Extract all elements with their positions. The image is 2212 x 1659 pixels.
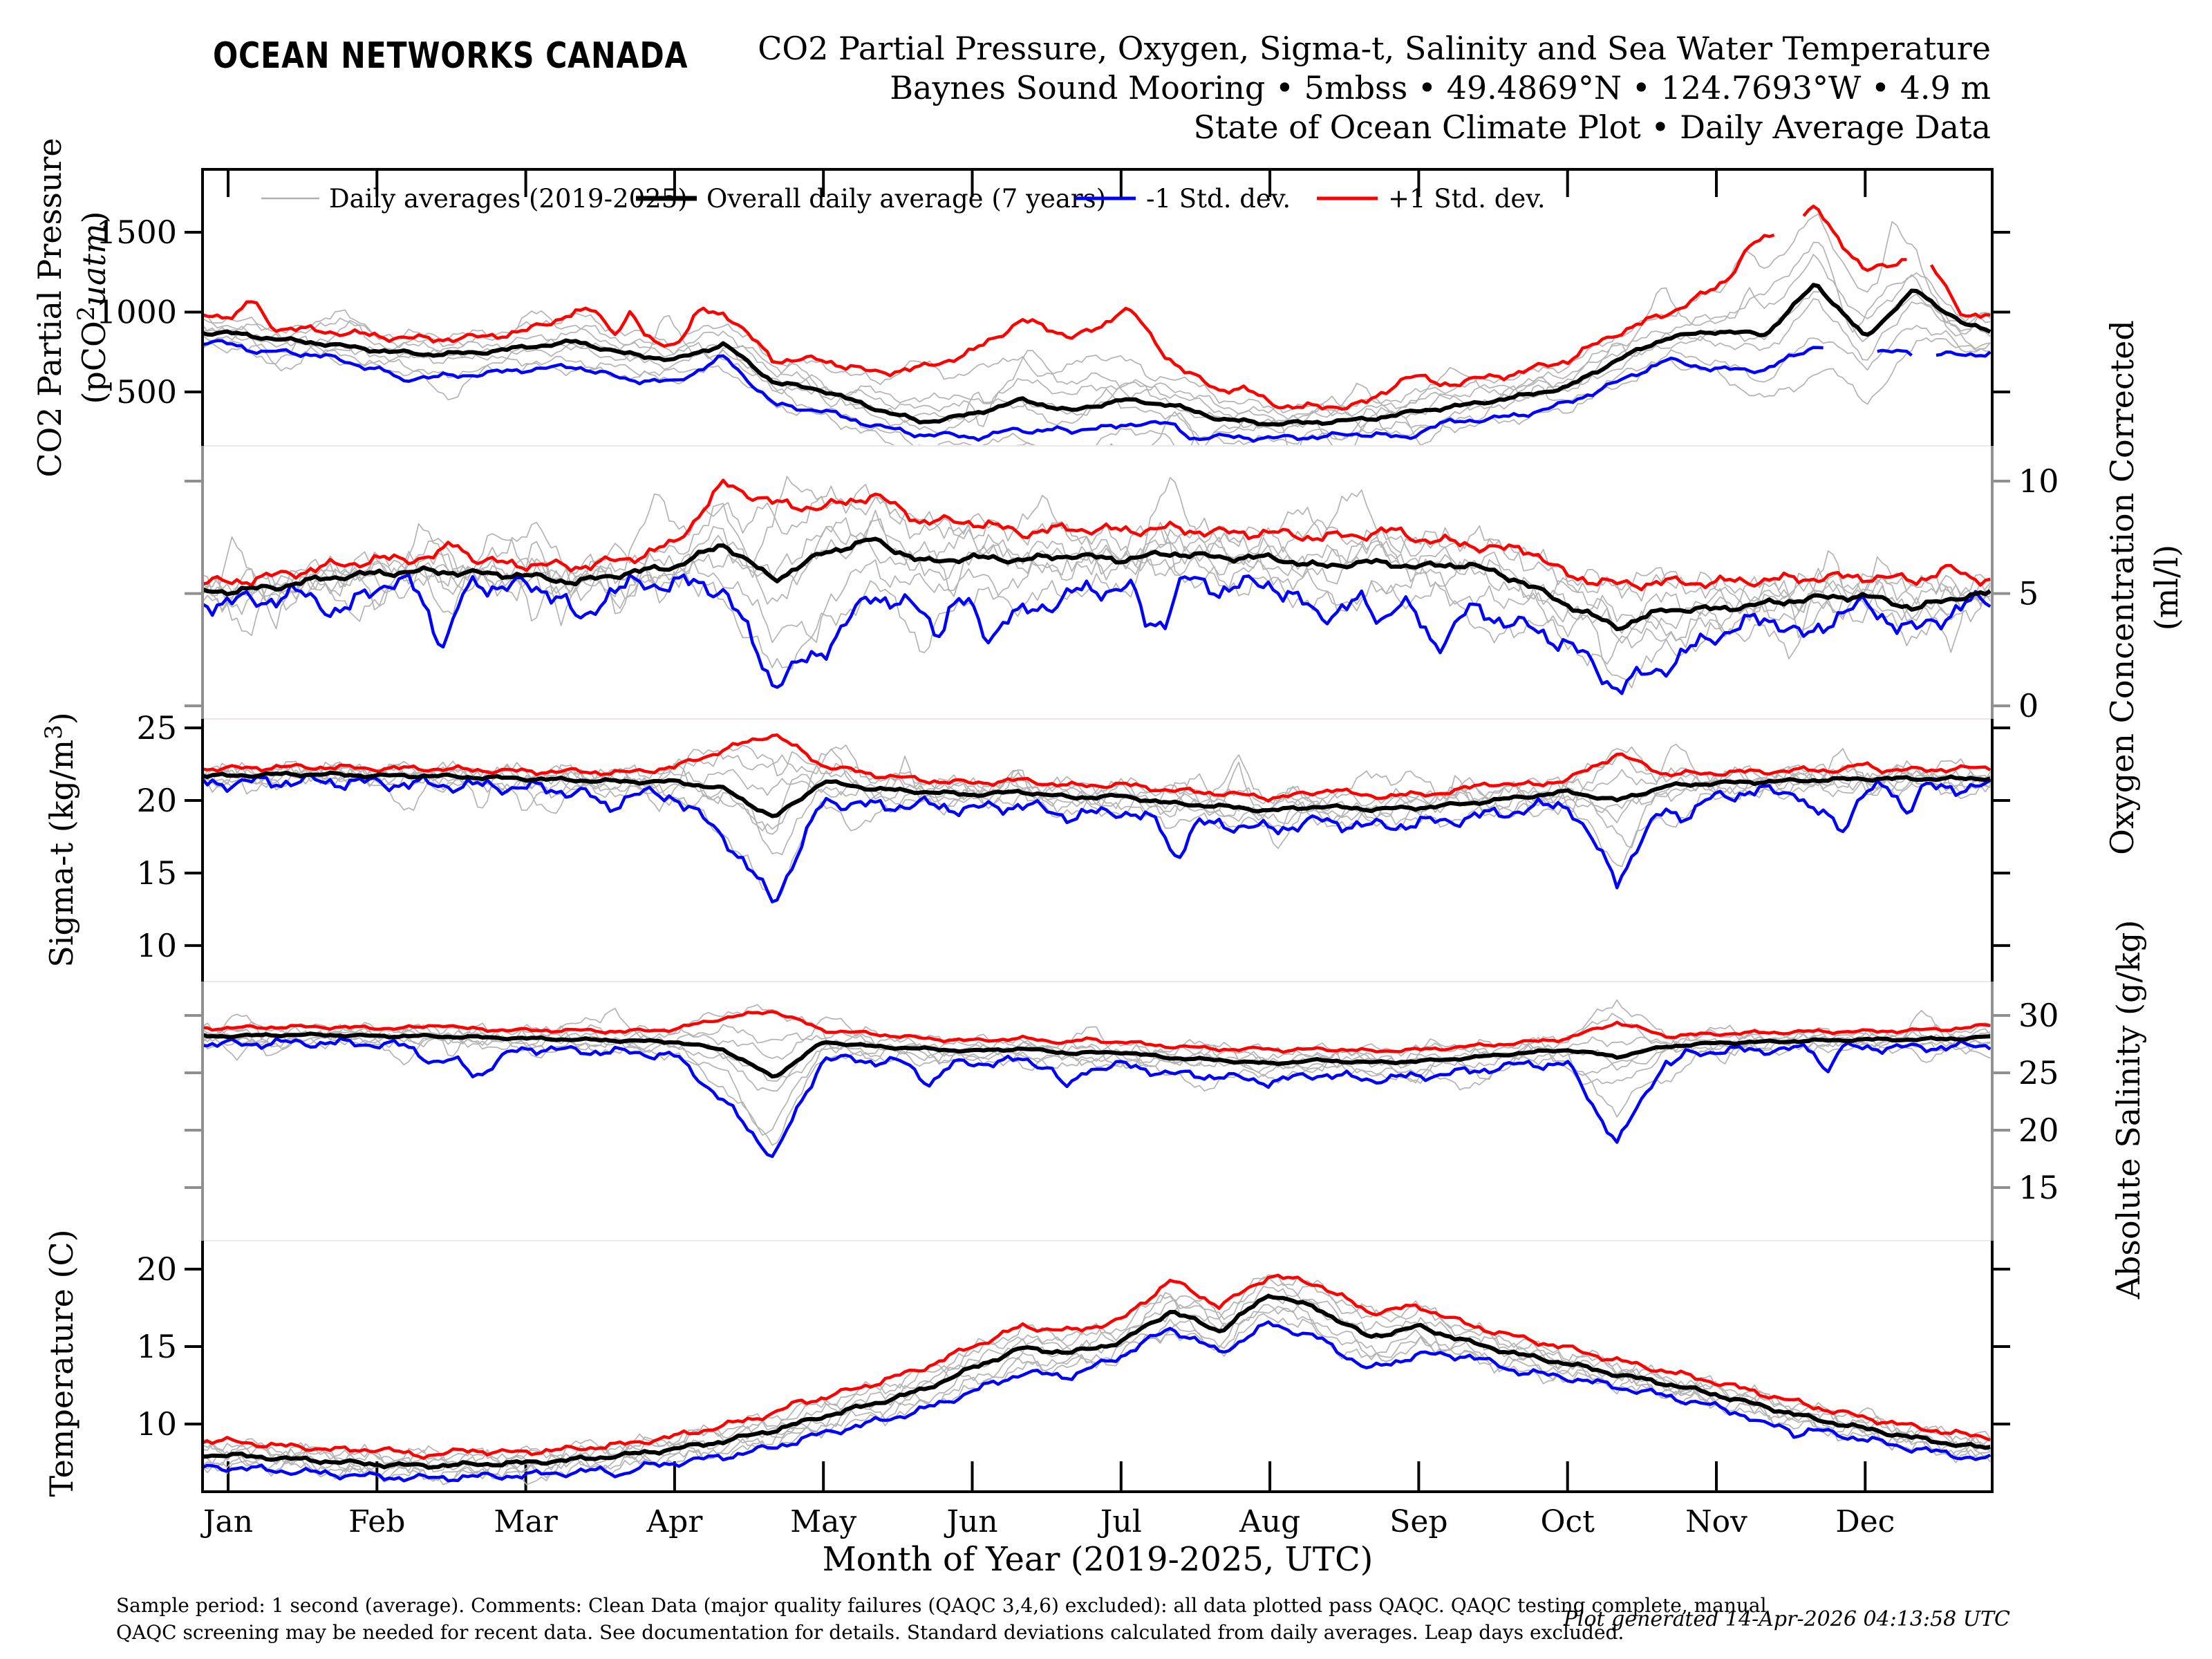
ytick-label-sigma-t-10: 10 [136, 927, 177, 964]
legend-daily-averages-label: Daily averages (2019-2025) [329, 184, 688, 214]
gray-year-line-co2-partial-pressure [204, 213, 1991, 414]
minus-std-line-sigma-t [204, 773, 1991, 903]
minus-std-line-temperature [204, 1320, 1991, 1483]
svg-text:CO2 Partial Pressure: CO2 Partial Pressure [31, 138, 68, 477]
ytick-label-co2-partial-pressure-1000: 1000 [96, 293, 177, 330]
plus-std-line-sigma-t [204, 733, 1991, 803]
gray-year-line-sigma-t [204, 748, 1991, 832]
gray-year-line-temperature [204, 1286, 1991, 1474]
gray-year-line-co2-partial-pressure [204, 324, 1991, 445]
plot-generated-timestamp: Plot generated 14-Apr-2026 04:13:58 UTC [1563, 1607, 2010, 1631]
xaxis-title: Month of Year (2019-2025, UTC) [823, 1540, 1374, 1579]
month-label-Jan: Jan [200, 1504, 253, 1539]
co2-axis-title: CO2 Partial Pressure (pCO2uatm) [31, 138, 113, 477]
gray-year-line-temperature [204, 1293, 1991, 1473]
chart-layer: Jan Feb Mar Apr May Jun Jul Aug Sep Oct Nov Dec 500 1… [96, 168, 2059, 1539]
svg-text:(ml/l): (ml/l) [2148, 545, 2185, 630]
ytick-label-absolute-salinity-30: 30 [2018, 997, 2059, 1034]
month-label-Sep: Sep [1389, 1504, 1447, 1539]
sigma-t-axis-title: Sigma-t (kg/m3) [40, 712, 80, 967]
gray-year-line-absolute-salinity [204, 1033, 1991, 1136]
svg-text:(pCO2uatm): (pCO2uatm) [73, 211, 113, 404]
minus-std-line-oxygen-concentration [204, 573, 1991, 695]
legend-plus-std-label: +1 Std. dev. [1388, 184, 1546, 214]
month-label-Feb: Feb [348, 1504, 405, 1539]
gray-year-line-oxygen-concentration [204, 517, 1991, 665]
legend-minus-std-label: -1 Std. dev. [1146, 184, 1291, 214]
plus-std-line-absolute-salinity [204, 1010, 1991, 1054]
plot-title-line1: CO2 Partial Pressure, Oxygen, Sigma-t, S… [758, 30, 1991, 67]
ytick-label-oxygen-concentration-10: 10 [2018, 462, 2059, 500]
month-label-Dec: Dec [1835, 1504, 1895, 1539]
footer-note-line2: QAQC screening may be needed for recent … [116, 1621, 1624, 1644]
ytick-label-sigma-t-20: 20 [136, 782, 177, 819]
month-label-Aug: Aug [1239, 1504, 1300, 1539]
gray-year-line-temperature [204, 1304, 1991, 1485]
gray-year-line-sigma-t [204, 743, 1991, 826]
month-label-Apr: Apr [646, 1504, 703, 1539]
ytick-label-temperature-10: 10 [136, 1405, 177, 1443]
ytick-label-absolute-salinity-20: 20 [2018, 1112, 2059, 1149]
oxygen-axis-title: Oxygen Concentration Corrected (ml/l) [2103, 320, 2185, 855]
ytick-label-co2-partial-pressure-500: 500 [116, 373, 177, 411]
footer-note-line1: Sample period: 1 second (average). Comme… [116, 1594, 1767, 1617]
overall-average-line-temperature [204, 1293, 1991, 1470]
gray-year-line-temperature [204, 1277, 1991, 1466]
gray-year-line-co2-partial-pressure [204, 254, 1991, 427]
overall-average-line-oxygen-concentration [204, 536, 1991, 632]
ytick-label-co2-partial-pressure-1500: 1500 [96, 214, 177, 251]
month-label-Mar: Mar [494, 1504, 558, 1539]
overall-average-line-sigma-t [204, 770, 1991, 818]
gray-year-line-absolute-salinity [204, 1024, 1991, 1146]
minus-std-line-co2-partial-pressure [204, 339, 1991, 443]
gray-year-line-oxygen-concentration [204, 518, 1991, 623]
plot-title-line3: State of Ocean Climate Plot • Daily Aver… [1193, 109, 1991, 146]
plus-std-line-co2-partial-pressure [204, 205, 1991, 411]
ytick-label-oxygen-concentration-0: 0 [2018, 687, 2038, 724]
month-label-Oct: Oct [1540, 1504, 1595, 1539]
minus-std-line-absolute-salinity [204, 1037, 1991, 1159]
ytick-label-temperature-20: 20 [136, 1250, 177, 1288]
month-label-Nov: Nov [1685, 1504, 1747, 1539]
onc-logo: OCEAN NETWORKS CANADA [213, 35, 688, 77]
overall-average-line-co2-partial-pressure [204, 283, 1991, 427]
ytick-label-sigma-t-15: 15 [136, 854, 177, 892]
ytick-label-oxygen-concentration-5: 5 [2018, 575, 2038, 612]
gray-year-line-co2-partial-pressure [204, 298, 1991, 445]
overall-average-line-absolute-salinity [204, 1031, 1991, 1079]
plus-std-line-temperature [204, 1273, 1991, 1461]
svg-text:Oxygen Concentration Corrected: Oxygen Concentration Corrected [2103, 320, 2141, 855]
salinity-axis-title: Absolute Salinity (g/kg) [2110, 920, 2147, 1300]
month-label-May: May [790, 1504, 856, 1539]
legend-overall-average-label: Overall daily average (7 years) [706, 184, 1106, 214]
ytick-label-sigma-t-25: 25 [136, 709, 177, 747]
month-label-Jul: Jul [1098, 1504, 1142, 1539]
ytick-label-temperature-15: 15 [136, 1328, 177, 1365]
plot-title-line2: Baynes Sound Mooring • 5mbss • 49.4869°N… [890, 69, 1991, 106]
gray-year-line-oxygen-concentration [204, 476, 1991, 639]
ytick-label-absolute-salinity-25: 25 [2018, 1054, 2059, 1091]
gray-year-line-temperature [204, 1274, 1991, 1461]
legend: Daily averages (2019-2025) Overall daily… [261, 184, 1546, 214]
plus-std-line-oxygen-concentration [204, 478, 1991, 592]
month-label-Jun: Jun [944, 1504, 997, 1539]
ytick-label-absolute-salinity-15: 15 [2018, 1169, 2059, 1206]
temperature-axis-title: Temperature (C) [43, 1229, 80, 1497]
gray-year-line-oxygen-concentration [204, 523, 1991, 653]
